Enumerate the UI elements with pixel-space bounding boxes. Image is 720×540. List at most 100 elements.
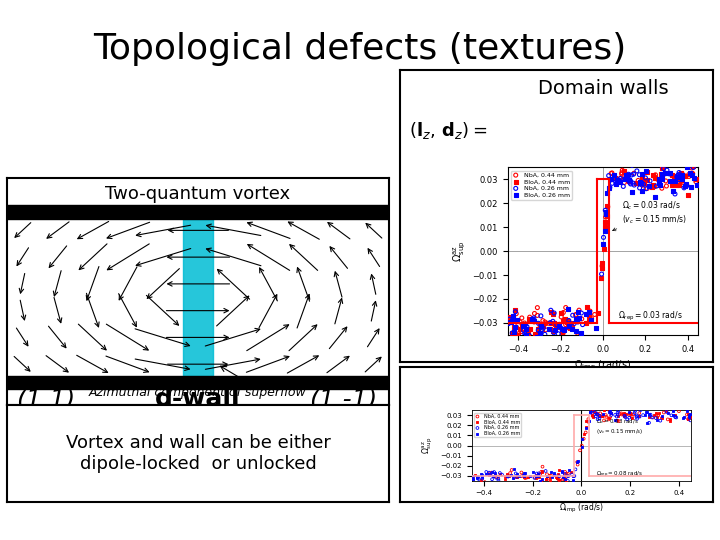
BloA, 0.44 mm <box>671 181 683 190</box>
Point <box>545 471 557 480</box>
BloA, 0.44 mm <box>675 169 687 178</box>
Point <box>670 413 681 421</box>
NbA, 0.44 mm <box>636 181 648 190</box>
Text: Topological defects (textures): Topological defects (textures) <box>94 32 626 66</box>
BloA, 0.26 mm <box>601 188 613 197</box>
Point <box>554 472 565 481</box>
Point <box>572 460 583 469</box>
Point <box>510 469 521 478</box>
BloA, 0.44 mm <box>561 318 572 327</box>
NbA, 0.26 mm <box>569 319 580 328</box>
BloA, 0.26 mm <box>574 314 585 322</box>
NbA, 0.44 mm <box>606 168 618 177</box>
BloA, 0.26 mm <box>685 183 697 191</box>
NbA, 0.44 mm <box>503 318 514 327</box>
BloA, 0.44 mm <box>666 180 678 189</box>
Point <box>560 478 572 487</box>
BloA, 0.26 mm <box>600 210 612 218</box>
Point <box>492 472 504 481</box>
Point <box>490 474 502 482</box>
Point <box>536 467 547 476</box>
Point <box>682 410 693 418</box>
Point <box>501 472 513 481</box>
Point <box>631 415 643 423</box>
NbA, 0.26 mm <box>575 309 587 318</box>
NbA, 0.26 mm <box>567 333 578 342</box>
BloA, 0.44 mm <box>646 182 657 191</box>
Point <box>661 408 672 416</box>
NbA, 0.44 mm <box>537 316 549 325</box>
BloA, 0.44 mm <box>525 325 536 333</box>
BloA, 0.26 mm <box>636 187 647 195</box>
BloA, 0.26 mm <box>654 180 666 189</box>
Point <box>567 475 579 484</box>
NbA, 0.44 mm <box>514 318 526 326</box>
NbA, 0.26 mm <box>520 321 531 329</box>
BloA, 0.26 mm <box>649 193 660 201</box>
BloA, 0.26 mm <box>570 315 582 323</box>
Point <box>552 473 563 482</box>
Bar <box>183 219 213 375</box>
BloA, 0.26 mm <box>605 174 616 183</box>
Point <box>562 472 574 481</box>
BloA, 0.26 mm <box>621 171 632 179</box>
BloA, 0.26 mm <box>509 327 521 336</box>
Point <box>487 472 498 481</box>
Point <box>576 435 588 443</box>
Point <box>621 409 632 418</box>
NbA, 0.44 mm <box>560 320 572 329</box>
NbA, 0.26 mm <box>672 171 683 179</box>
Point <box>505 469 516 477</box>
Point <box>654 408 665 417</box>
NbA, 0.26 mm <box>544 318 556 327</box>
NbA, 0.44 mm <box>678 171 689 179</box>
Point <box>637 411 649 420</box>
Point <box>603 408 615 417</box>
Point <box>652 415 663 424</box>
Point <box>644 411 656 420</box>
BloA, 0.44 mm <box>602 201 613 210</box>
Point <box>651 410 662 419</box>
Point <box>643 410 654 418</box>
Point <box>519 468 531 477</box>
Point <box>624 409 635 418</box>
NbA, 0.44 mm <box>649 173 661 181</box>
Point <box>519 474 531 482</box>
Point <box>528 472 540 481</box>
BloA, 0.26 mm <box>626 188 637 197</box>
Point <box>609 410 621 419</box>
Point <box>603 406 615 414</box>
NbA, 0.44 mm <box>531 311 543 320</box>
BloA, 0.26 mm <box>558 326 570 334</box>
Point <box>523 472 534 481</box>
BloA, 0.26 mm <box>585 316 597 325</box>
NbA, 0.26 mm <box>521 322 533 331</box>
Point <box>489 471 500 480</box>
Point <box>606 408 617 417</box>
Point <box>516 472 528 481</box>
Point <box>629 409 640 417</box>
Point <box>554 465 565 474</box>
Point <box>580 424 591 433</box>
Point <box>629 407 641 415</box>
BloA, 0.26 mm <box>590 323 602 332</box>
Point <box>467 474 478 483</box>
BloA, 0.26 mm <box>508 311 519 320</box>
Point <box>588 412 599 421</box>
NbA, 0.44 mm <box>618 178 630 187</box>
Point <box>681 410 693 419</box>
Point <box>556 468 567 477</box>
BloA, 0.44 mm <box>647 181 659 190</box>
Point <box>541 471 553 480</box>
NbA, 0.26 mm <box>604 183 616 192</box>
BloA, 0.26 mm <box>517 321 528 330</box>
NbA, 0.44 mm <box>618 174 629 183</box>
BloA, 0.44 mm <box>583 312 595 320</box>
NbA, 0.26 mm <box>664 170 675 178</box>
BloA, 0.26 mm <box>636 170 647 178</box>
Point <box>608 416 620 424</box>
Point <box>640 408 652 416</box>
Point <box>606 410 617 419</box>
Point <box>567 471 579 480</box>
BloA, 0.44 mm <box>599 222 611 231</box>
